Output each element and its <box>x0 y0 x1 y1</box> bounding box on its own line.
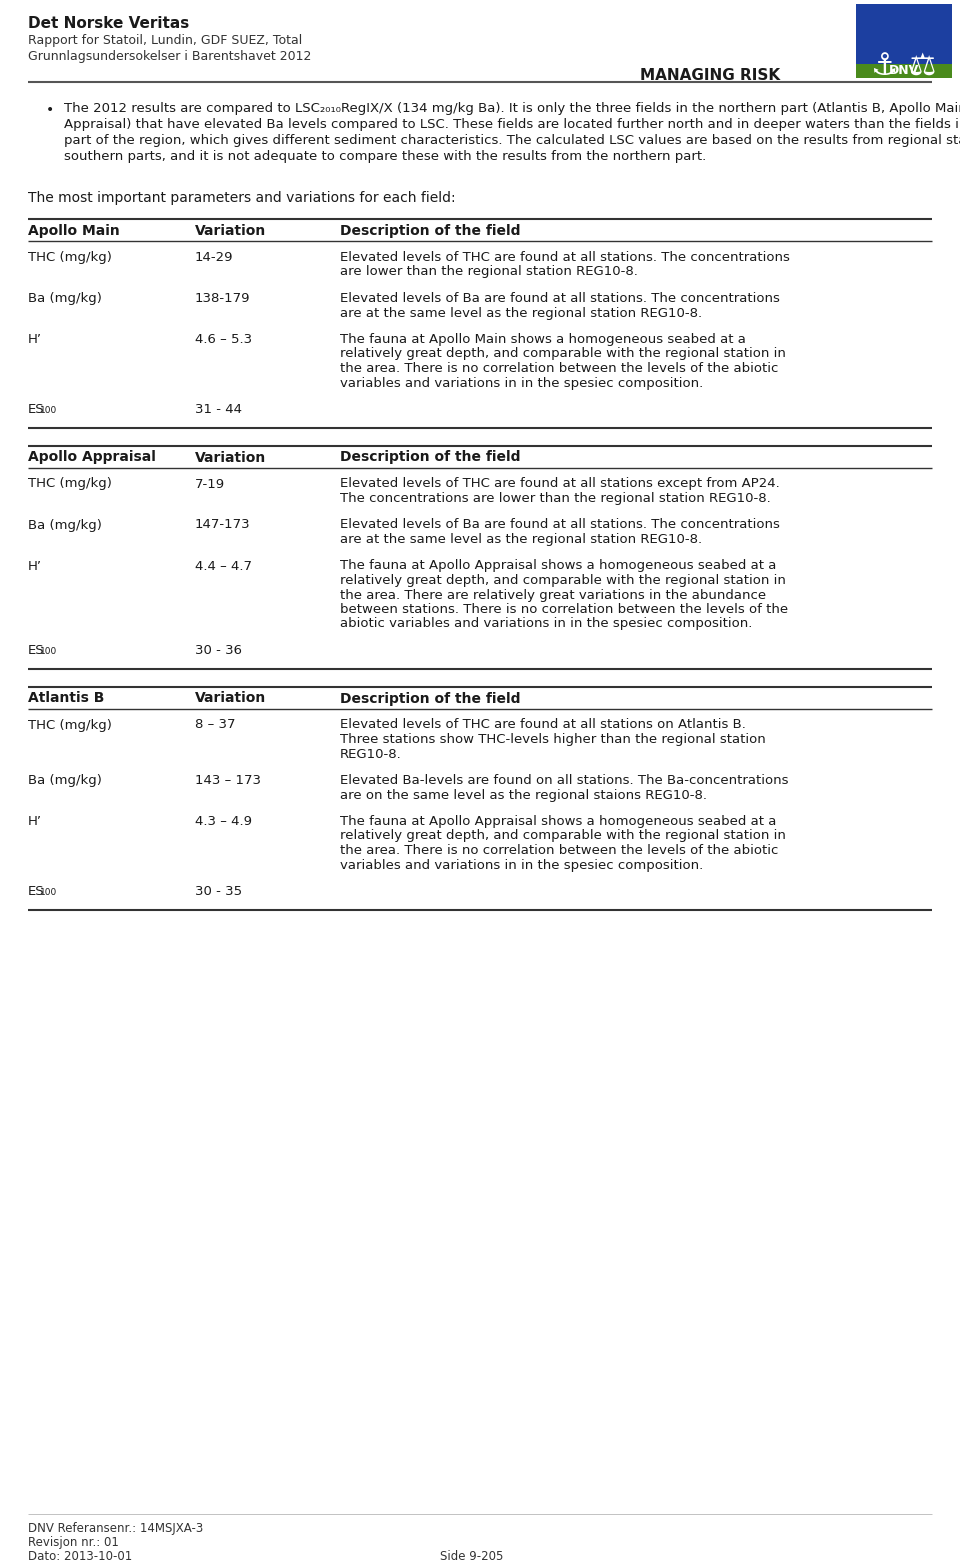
Text: Atlantis B: Atlantis B <box>28 691 105 705</box>
Text: 143 – 173: 143 – 173 <box>195 774 261 787</box>
Text: ES: ES <box>28 404 44 416</box>
Text: Grunnlagsundersokelser i Barentshavet 2012: Grunnlagsundersokelser i Barentshavet 20… <box>28 50 311 63</box>
Text: Variation: Variation <box>195 450 266 465</box>
Text: abiotic variables and variations in in the spesiec composition.: abiotic variables and variations in in t… <box>340 618 753 630</box>
Text: 31 - 44: 31 - 44 <box>195 404 242 416</box>
Text: 138-179: 138-179 <box>195 292 251 305</box>
Text: Variation: Variation <box>195 224 266 238</box>
Text: ⚖: ⚖ <box>908 52 935 81</box>
Text: The fauna at Apollo Appraisal shows a homogeneous seabed at a: The fauna at Apollo Appraisal shows a ho… <box>340 815 777 827</box>
Text: Appraisal) that have elevated Ba levels compared to LSC. These fields are locate: Appraisal) that have elevated Ba levels … <box>64 117 960 131</box>
Text: The most important parameters and variations for each field:: The most important parameters and variat… <box>28 191 456 205</box>
Text: relatively great depth, and comparable with the regional station in: relatively great depth, and comparable w… <box>340 574 786 586</box>
Bar <box>856 5 952 64</box>
Text: REG10-8.: REG10-8. <box>340 748 401 760</box>
Text: 100: 100 <box>40 888 58 898</box>
Text: relatively great depth, and comparable with the regional station in: relatively great depth, and comparable w… <box>340 829 786 843</box>
Text: The fauna at Apollo Main shows a homogeneous seabed at a: The fauna at Apollo Main shows a homogen… <box>340 333 746 346</box>
Text: Ba (mg/kg): Ba (mg/kg) <box>28 292 102 305</box>
Text: Elevated levels of THC are found at all stations. The concentrations: Elevated levels of THC are found at all … <box>340 250 790 264</box>
Text: The 2012 results are compared to LSC₂₀₁₀RegIX/X (134 mg/kg Ba). It is only the t: The 2012 results are compared to LSC₂₀₁₀… <box>64 102 960 116</box>
Text: THC (mg/kg): THC (mg/kg) <box>28 718 112 732</box>
Text: MANAGING RISK: MANAGING RISK <box>640 67 780 83</box>
Text: Variation: Variation <box>195 691 266 705</box>
Text: between stations. There is no correlation between the levels of the: between stations. There is no correlatio… <box>340 604 788 616</box>
Text: 7-19: 7-19 <box>195 477 226 491</box>
Text: Apollo Appraisal: Apollo Appraisal <box>28 450 156 465</box>
Text: 30 - 36: 30 - 36 <box>195 644 242 657</box>
Text: Revisjon nr.: 01: Revisjon nr.: 01 <box>28 1536 119 1548</box>
Text: 147-173: 147-173 <box>195 519 251 532</box>
Text: DNV Referansenr.: 14MSJXA-3: DNV Referansenr.: 14MSJXA-3 <box>28 1522 204 1534</box>
Text: 8 – 37: 8 – 37 <box>195 718 235 732</box>
Text: Elevated levels of Ba are found at all stations. The concentrations: Elevated levels of Ba are found at all s… <box>340 292 780 305</box>
Text: Apollo Main: Apollo Main <box>28 224 120 238</box>
Text: Det Norske Veritas: Det Norske Veritas <box>28 16 189 31</box>
Text: Ba (mg/kg): Ba (mg/kg) <box>28 519 102 532</box>
Text: H’: H’ <box>28 815 42 827</box>
Text: ⚓: ⚓ <box>870 52 898 81</box>
Text: ES: ES <box>28 644 44 657</box>
Text: variables and variations in in the spesiec composition.: variables and variations in in the spesi… <box>340 377 704 389</box>
Text: part of the region, which gives different sediment characteristics. The calculat: part of the region, which gives differen… <box>64 135 960 147</box>
Text: Elevated levels of Ba are found at all stations. The concentrations: Elevated levels of Ba are found at all s… <box>340 519 780 532</box>
Text: the area. There is no correlation between the levels of the abiotic: the area. There is no correlation betwee… <box>340 361 779 375</box>
Text: Dato: 2013-10-01: Dato: 2013-10-01 <box>28 1550 132 1562</box>
Text: THC (mg/kg): THC (mg/kg) <box>28 477 112 491</box>
Text: Elevated levels of THC are found at all stations except from AP24.: Elevated levels of THC are found at all … <box>340 477 780 491</box>
Text: Description of the field: Description of the field <box>340 224 520 238</box>
Text: Description of the field: Description of the field <box>340 691 520 705</box>
Text: southern parts, and it is not adequate to compare these with the results from th: southern parts, and it is not adequate t… <box>64 150 707 163</box>
Text: 100: 100 <box>40 407 58 414</box>
Text: Elevated Ba-levels are found on all stations. The Ba-concentrations: Elevated Ba-levels are found on all stat… <box>340 774 788 787</box>
Text: are at the same level as the regional station REG10-8.: are at the same level as the regional st… <box>340 307 702 319</box>
Text: 30 - 35: 30 - 35 <box>195 885 242 898</box>
Text: The fauna at Apollo Appraisal shows a homogeneous seabed at a: The fauna at Apollo Appraisal shows a ho… <box>340 560 777 572</box>
Text: 4.4 – 4.7: 4.4 – 4.7 <box>195 560 252 572</box>
Text: the area. There is no correlation between the levels of the abiotic: the area. There is no correlation betwee… <box>340 845 779 857</box>
Text: are at the same level as the regional station REG10-8.: are at the same level as the regional st… <box>340 533 702 546</box>
Text: Description of the field: Description of the field <box>340 450 520 465</box>
Text: ES: ES <box>28 885 44 898</box>
Text: The concentrations are lower than the regional station REG10-8.: The concentrations are lower than the re… <box>340 493 771 505</box>
Text: relatively great depth, and comparable with the regional station in: relatively great depth, and comparable w… <box>340 347 786 360</box>
Text: Three stations show THC-levels higher than the regional station: Three stations show THC-levels higher th… <box>340 734 766 746</box>
Text: the area. There are relatively great variations in the abundance: the area. There are relatively great var… <box>340 588 766 602</box>
Text: are lower than the regional station REG10-8.: are lower than the regional station REG1… <box>340 266 637 278</box>
Text: H’: H’ <box>28 333 42 346</box>
Text: Side 9-205: Side 9-205 <box>440 1550 503 1562</box>
Text: are on the same level as the regional staions REG10-8.: are on the same level as the regional st… <box>340 788 707 801</box>
Text: 4.3 – 4.9: 4.3 – 4.9 <box>195 815 252 827</box>
Text: •: • <box>46 103 55 117</box>
Text: Ba (mg/kg): Ba (mg/kg) <box>28 774 102 787</box>
Text: Elevated levels of THC are found at all stations on Atlantis B.: Elevated levels of THC are found at all … <box>340 718 746 732</box>
Text: 100: 100 <box>40 647 58 655</box>
Text: 14-29: 14-29 <box>195 250 233 264</box>
Text: THC (mg/kg): THC (mg/kg) <box>28 250 112 264</box>
Text: H’: H’ <box>28 560 42 572</box>
Text: Rapport for Statoil, Lundin, GDF SUEZ, Total: Rapport for Statoil, Lundin, GDF SUEZ, T… <box>28 34 302 47</box>
Text: 4.6 – 5.3: 4.6 – 5.3 <box>195 333 252 346</box>
Text: variables and variations in in the spesiec composition.: variables and variations in in the spesi… <box>340 859 704 871</box>
Bar <box>856 64 952 78</box>
Text: DNV: DNV <box>889 64 919 78</box>
